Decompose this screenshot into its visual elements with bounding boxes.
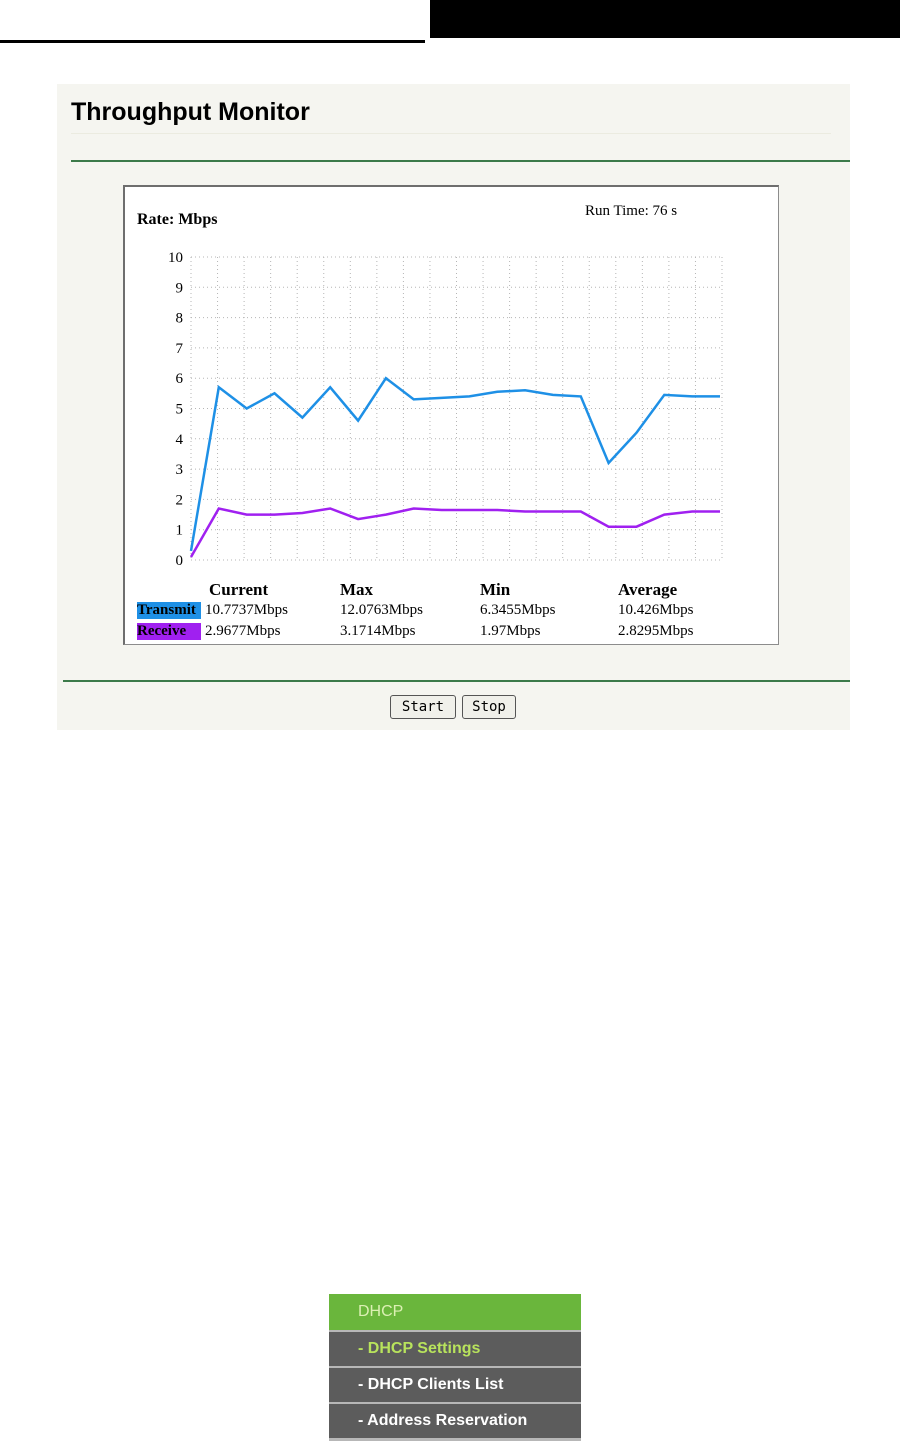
throughput-chart: 0 1 2 3 4 5 6 7 8 9 10 [168, 250, 723, 569]
y-tick-label: 1 [176, 523, 184, 539]
y-tick-label: 3 [176, 462, 184, 478]
transmit-max: 12.0763Mbps [340, 602, 423, 618]
stat-header-min: Min [480, 580, 511, 599]
y-tick-label: 10 [168, 250, 183, 266]
separator-top [71, 160, 850, 162]
document-header-block [430, 0, 900, 38]
receive-min: 1.97Mbps [480, 623, 541, 639]
y-tick-label: 4 [176, 432, 184, 448]
run-time-value: 76 s [652, 203, 678, 219]
y-tick-label: 7 [176, 341, 184, 357]
stat-header-max: Max [340, 580, 374, 599]
transmit-legend: Transmit [137, 602, 201, 619]
receive-average: 2.8295Mbps [618, 623, 694, 639]
throughput-monitor-panel: Throughput Monitor Rate: Mbps Run Time: … [57, 84, 850, 730]
menu-item-address-reservation[interactable]: - Address Reservation [329, 1404, 581, 1441]
page-title: Throughput Monitor [71, 98, 310, 126]
stat-header-average: Average [618, 580, 678, 599]
receive-max: 3.1714Mbps [340, 623, 416, 639]
transmit-average: 10.426Mbps [618, 602, 694, 618]
start-button[interactable]: Start [390, 695, 456, 719]
stop-button[interactable]: Stop [462, 695, 516, 719]
title-underline [71, 133, 831, 134]
run-time-label: Run Time: [585, 203, 653, 219]
y-tick-label: 8 [176, 311, 184, 327]
throughput-graph: Rate: Mbps Run Time: 76 s 0 1 2 3 4 5 6 7 8 9 10 C… [123, 185, 779, 645]
y-tick-label: 2 [176, 492, 184, 508]
y-tick-label: 6 [176, 371, 184, 387]
separator-bottom [63, 680, 850, 682]
stat-header-current: Current [209, 580, 269, 599]
menu-item-dhcp-settings[interactable]: - DHCP Settings [329, 1332, 581, 1368]
transmit-current: 10.7737Mbps [205, 602, 288, 618]
menu-item-dhcp-clients-list[interactable]: - DHCP Clients List [329, 1368, 581, 1404]
receive-legend: Receive [137, 623, 201, 640]
y-tick-label: 5 [176, 402, 184, 418]
run-time-readout: Run Time: 76 s [585, 203, 677, 220]
y-tick-label: 9 [176, 280, 184, 296]
transmit-min: 6.3455Mbps [480, 602, 556, 618]
dhcp-menu: DHCP - DHCP Settings - DHCP Clients List… [329, 1294, 581, 1441]
document-header-line [0, 40, 425, 43]
series-line-receive [189, 507, 720, 558]
y-tick-label: 0 [176, 553, 184, 569]
rate-label: Rate: Mbps [137, 211, 218, 228]
menu-header-dhcp[interactable]: DHCP [329, 1294, 581, 1332]
receive-current: 2.9677Mbps [205, 623, 281, 639]
series-line-transmit [189, 376, 720, 552]
